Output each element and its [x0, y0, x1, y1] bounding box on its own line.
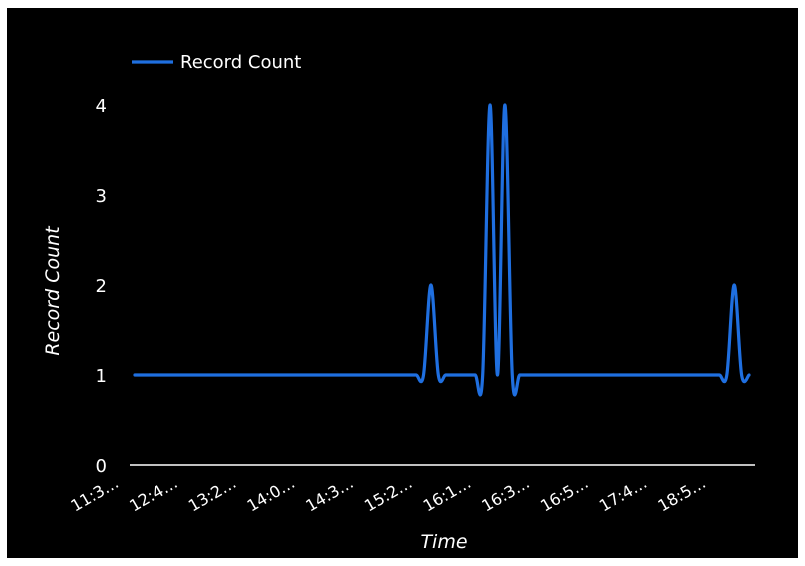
- y-tick-label: 4: [96, 96, 107, 117]
- x-tick-label: 16:1…: [420, 473, 474, 515]
- x-tick-label: 18:5…: [655, 473, 709, 515]
- x-tick-label: 12:4…: [126, 473, 180, 515]
- x-tick-label: 15:2…: [361, 473, 415, 515]
- x-axis-ticks: 11:3… 12:4… 13:2… 14:0… 14:3… 15:2… 16:1… 16:3……: [68, 473, 709, 515]
- legend-label-record-count: Record Count: [180, 52, 301, 73]
- series-line-record-count: [135, 105, 749, 395]
- line-chart: 0 1 2 3 4 11:3… 12:4… 13:2… 14:0… 14:3… 15:2… 16:1…: [7, 8, 798, 558]
- chart-panel: 0 1 2 3 4 11:3… 12:4… 13:2… 14:0… 14:3… 15:2… 16:1…: [7, 8, 798, 558]
- x-tick-label: 14:3…: [302, 473, 356, 515]
- y-tick-label: 0: [96, 456, 107, 477]
- y-tick-label: 1: [96, 366, 107, 387]
- legend[interactable]: Record Count: [132, 52, 301, 73]
- y-tick-label: 2: [96, 276, 107, 297]
- y-axis-ticks: 0 1 2 3 4: [96, 96, 107, 477]
- x-tick-label: 13:2…: [185, 473, 239, 515]
- x-tick-label: 16:5…: [537, 473, 591, 515]
- y-tick-label: 3: [96, 186, 107, 207]
- x-tick-label: 16:3…: [478, 473, 532, 515]
- y-axis-title: Record Count: [42, 225, 64, 356]
- x-tick-label: 17:4…: [596, 473, 650, 515]
- x-axis-title: Time: [420, 531, 467, 553]
- x-tick-label: 11:3…: [68, 473, 122, 515]
- x-tick-label: 14:0…: [244, 473, 298, 515]
